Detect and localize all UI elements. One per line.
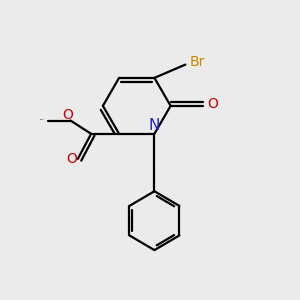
Text: N: N — [149, 118, 160, 133]
Text: O: O — [62, 108, 73, 122]
Text: methyl: methyl — [47, 116, 52, 118]
Text: O: O — [207, 98, 218, 111]
Text: O: O — [66, 152, 77, 166]
Text: Br: Br — [190, 55, 205, 69]
Text: methyl: methyl — [40, 118, 45, 120]
